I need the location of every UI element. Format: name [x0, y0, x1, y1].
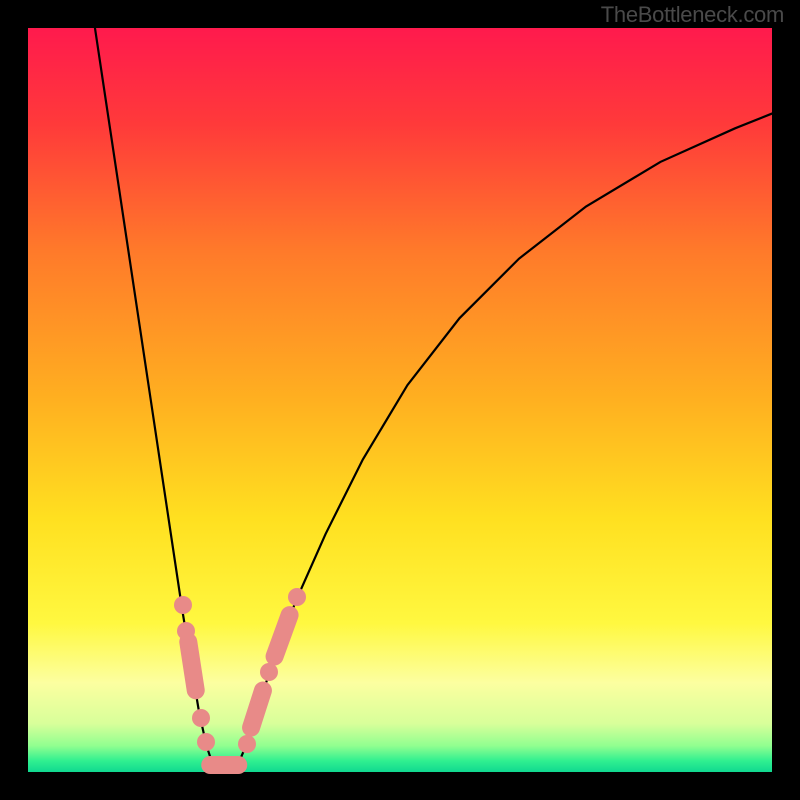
- marker-dot: [288, 588, 306, 606]
- marker-dot: [238, 735, 256, 753]
- watermark-label: TheBottleneck.com: [601, 2, 784, 28]
- marker-pill: [201, 756, 247, 774]
- marker-dot: [197, 733, 215, 751]
- marker-dot: [174, 596, 192, 614]
- marker-pill: [240, 679, 275, 739]
- marker-dot: [192, 709, 210, 727]
- marker-pill: [263, 604, 301, 668]
- markers-layer: [0, 0, 800, 800]
- marker-dot: [177, 622, 195, 640]
- marker-pill: [178, 632, 206, 701]
- figure: TheBottleneck.com: [0, 0, 800, 800]
